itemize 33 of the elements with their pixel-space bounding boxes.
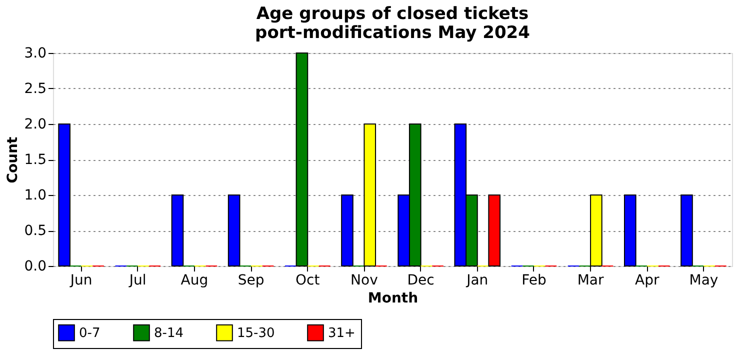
y-tick-label: 2.5 (24, 81, 46, 97)
x-axis-title: Month (368, 290, 418, 306)
bar (228, 194, 240, 266)
x-tick-label: Feb (522, 272, 546, 288)
x-tick-label: Mar (577, 272, 604, 288)
x-tick-label: Dec (407, 272, 434, 288)
y-axis-title: Count (5, 136, 22, 184)
x-tick-label: Nov (350, 272, 378, 288)
bar (171, 194, 184, 266)
x-tick-label: May (689, 272, 718, 288)
legend-label: 0-7 (79, 326, 100, 341)
y-tick-label: 1.0 (24, 188, 46, 204)
bar (488, 194, 501, 266)
y-tick-label: 0.5 (24, 223, 46, 239)
x-tick-label: Sep (238, 272, 264, 288)
chart-title: Age groups of closed tickets port-modifications May 2024 (255, 4, 530, 43)
y-tick-label: 3.0 (24, 46, 46, 62)
x-tick-label: Oct (296, 272, 320, 288)
x-tick-label: Jul (128, 272, 146, 288)
bar (58, 124, 70, 266)
x-tick-label: Jun (69, 272, 92, 288)
x-tick-label: Aug (180, 272, 208, 288)
y-tick-label: 1.5 (24, 152, 46, 168)
bar (624, 194, 636, 266)
x-tick-label: Apr (635, 272, 660, 288)
legend-label: 8-14 (154, 326, 184, 341)
legend-label: 31+ (328, 326, 356, 341)
bar (341, 194, 354, 266)
legend-label: 15-30 (237, 326, 275, 341)
bar (680, 194, 693, 266)
y-tick-label: 2.0 (24, 116, 46, 132)
x-tick-label: Jan (466, 272, 488, 288)
y-tick-label: 0.0 (24, 258, 46, 274)
